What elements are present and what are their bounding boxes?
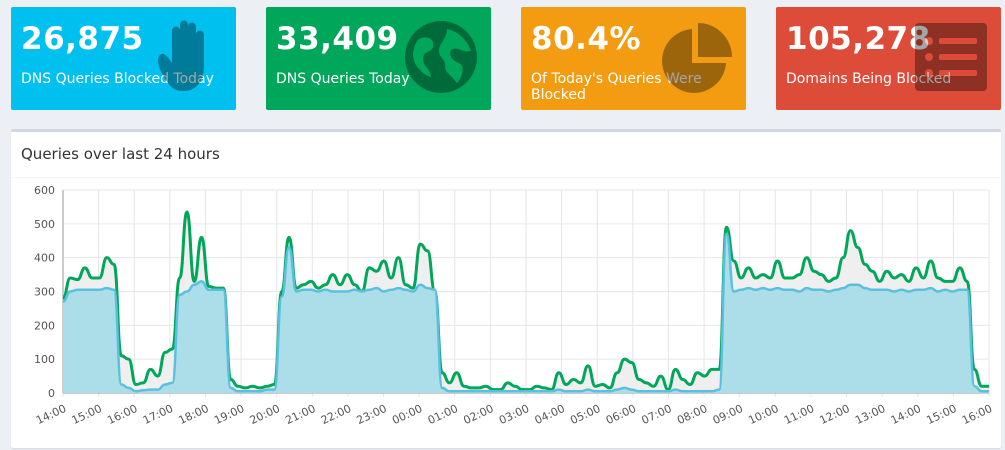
list-icon: [915, 23, 987, 91]
stat-value: 105,278: [786, 21, 931, 57]
x-tick-label: 22:00: [319, 402, 353, 427]
globe-icon: [405, 21, 477, 93]
x-tick-label: 02:00: [461, 402, 495, 427]
y-tick-label: 100: [34, 353, 55, 366]
x-tick-label: 15:00: [924, 402, 958, 427]
stat-label: DNS Queries Blocked Today: [21, 71, 214, 87]
stat-tile-domains-blocked: 105,278 Domains Being Blocked: [776, 7, 1001, 110]
x-tick-label: 10:00: [746, 402, 780, 427]
y-tick-label: 200: [34, 319, 55, 332]
x-tick-label: 06:00: [604, 402, 638, 427]
x-tick-label: 14:00: [889, 402, 923, 427]
series-1-area: [63, 233, 989, 393]
y-tick-label: 500: [34, 218, 55, 231]
panel-title: Queries over last 24 hours: [21, 145, 220, 163]
stat-value: 80.4%: [531, 21, 642, 57]
x-tick-label: 13:00: [853, 402, 887, 427]
stat-tile-blocked-queries: 26,875 DNS Queries Blocked Today: [11, 7, 236, 110]
x-tick-label: 03:00: [497, 402, 531, 427]
x-tick-label: 14:00: [34, 402, 68, 427]
x-tick-label: 07:00: [640, 402, 674, 427]
x-tick-label: 11:00: [782, 402, 816, 427]
x-tick-label: 12:00: [818, 402, 852, 427]
stat-tile-blocked-percent: 80.4% Of Today's Queries Were Blocked: [521, 7, 746, 110]
stat-label: Of Today's Queries Were Blocked: [531, 71, 702, 103]
x-tick-label: 04:00: [533, 402, 567, 427]
x-tick-label: 19:00: [212, 402, 246, 427]
series-0-line: [62, 210, 989, 392]
panel-divider: [11, 177, 1001, 178]
pie-chart-icon: [662, 23, 732, 93]
stat-label: Domains Being Blocked: [786, 71, 952, 87]
stat-value: 26,875: [21, 21, 144, 57]
stat-label: DNS Queries Today: [276, 71, 410, 87]
y-tick-label: 300: [34, 286, 55, 299]
stat-value: 33,409: [276, 21, 399, 57]
x-tick-label: 05:00: [568, 402, 602, 427]
queries-chart-panel: Queries over last 24 hours 0 100 200 300 400…: [11, 129, 1001, 448]
x-tick-label: 00:00: [390, 402, 424, 427]
x-tick-label: 21:00: [283, 402, 317, 427]
stat-tile-total-queries: 33,409 DNS Queries Today: [266, 7, 491, 110]
x-tick-label: 23:00: [355, 402, 389, 427]
series-1-line: [62, 232, 989, 393]
x-tick-label: 20:00: [248, 402, 282, 427]
x-tick-label: 08:00: [675, 402, 709, 427]
y-tick-label: 400: [34, 252, 55, 265]
y-tick-label: 0: [48, 387, 55, 400]
x-tick-label: 16:00: [105, 402, 139, 427]
x-tick-label: 18:00: [177, 402, 211, 427]
x-tick-label: 15:00: [70, 402, 104, 427]
x-tick-label: 16:00: [960, 402, 994, 427]
y-tick-label: 600: [34, 184, 55, 197]
hand-icon: [158, 20, 204, 91]
x-tick-label: 01:00: [426, 402, 460, 427]
x-tick-label: 09:00: [711, 402, 745, 427]
x-tick-label: 17:00: [141, 402, 175, 427]
